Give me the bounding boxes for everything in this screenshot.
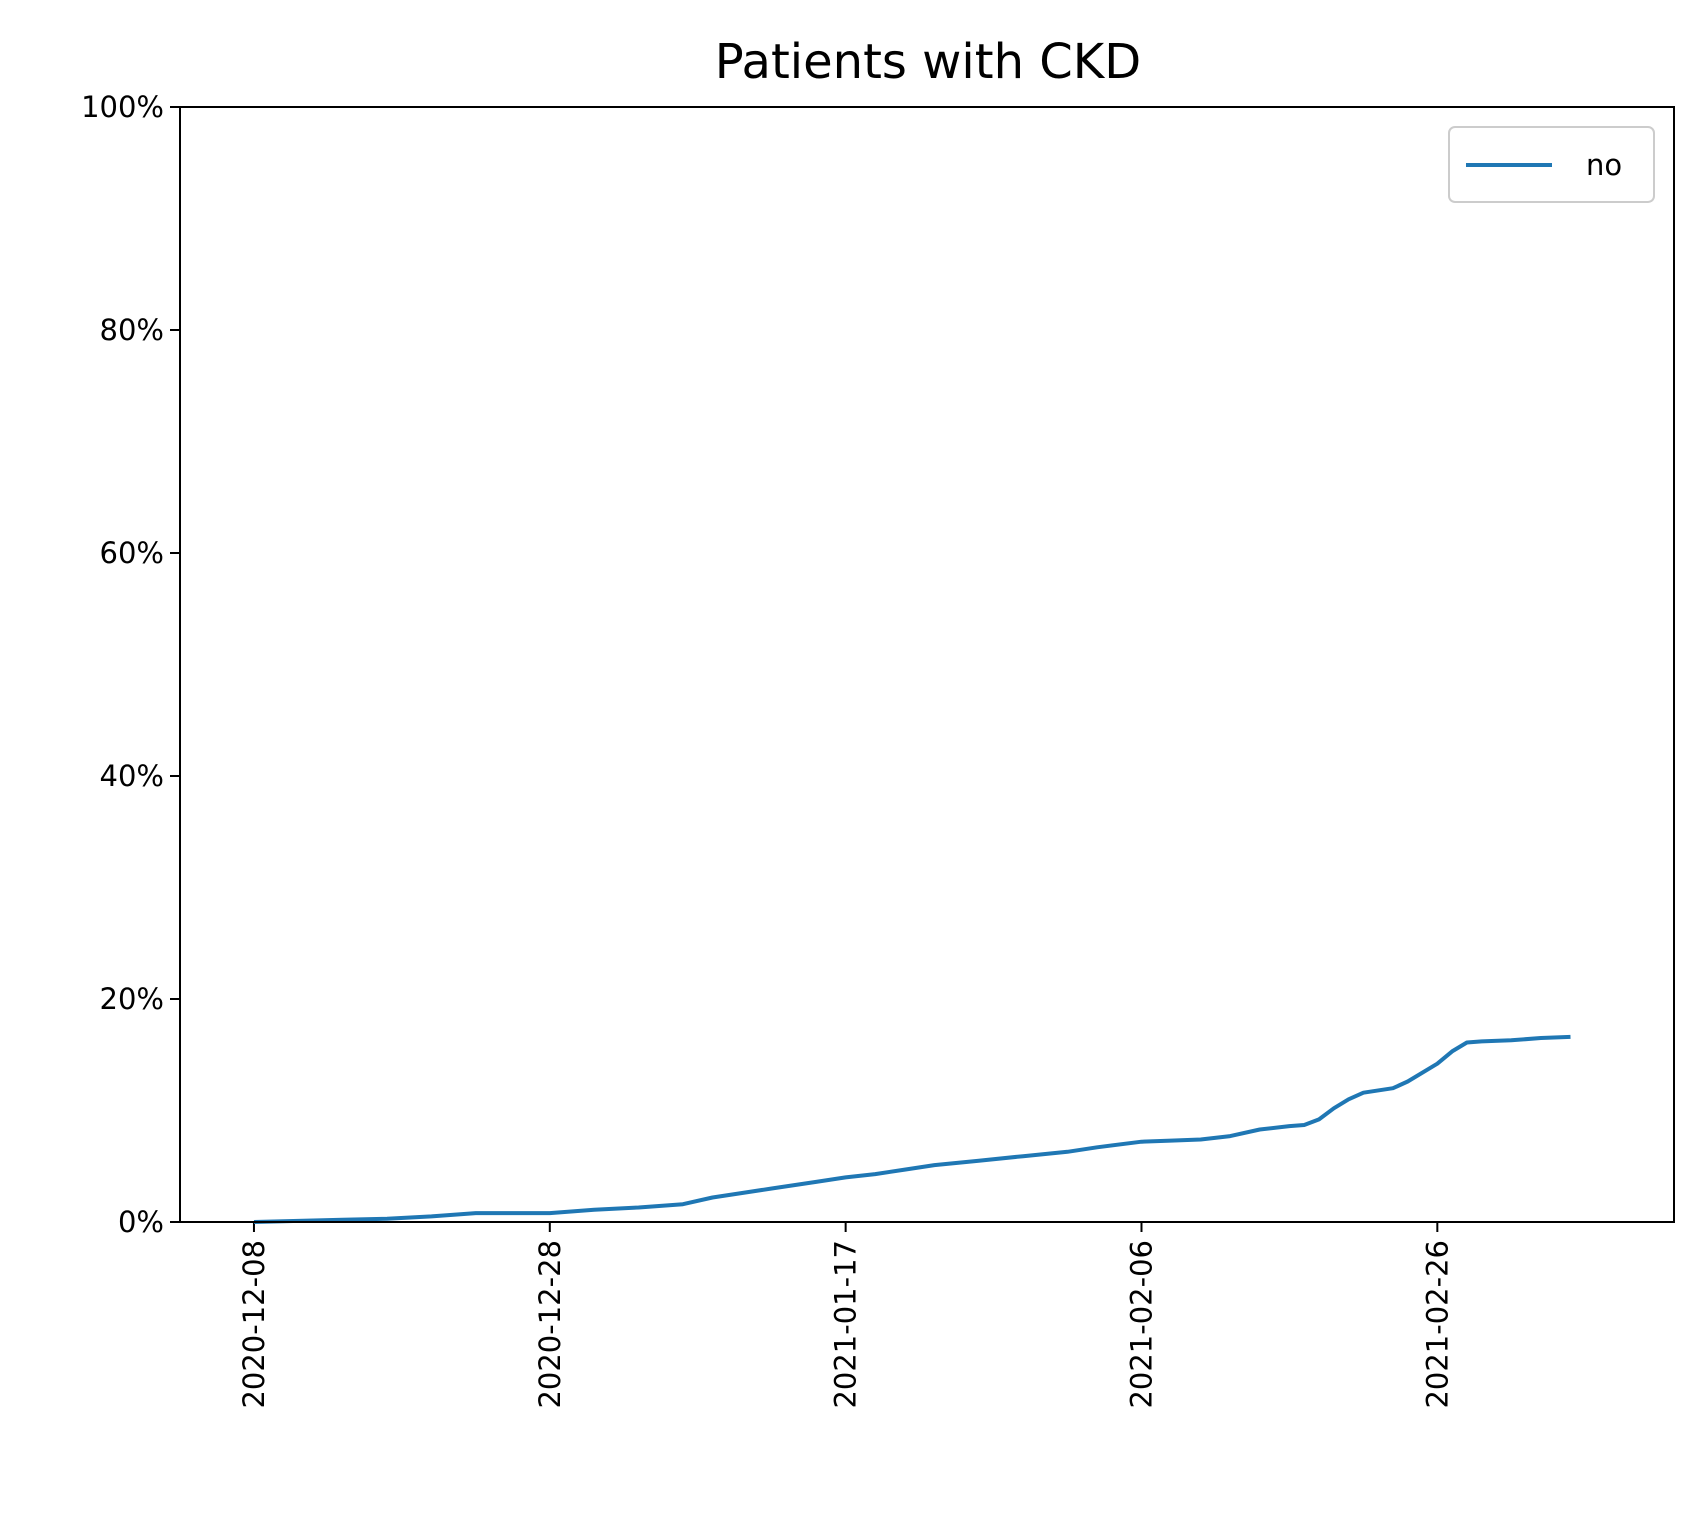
y-tick-label: 80% bbox=[100, 313, 164, 347]
x-tick-label: 2021-02-26 bbox=[1420, 1240, 1454, 1409]
series-layer bbox=[253, 1034, 1571, 1224]
y-tick-label: 0% bbox=[118, 1205, 164, 1239]
y-tick-label: 60% bbox=[100, 536, 164, 570]
y-axis: 0% 20% 40% 60% 80% 100% bbox=[81, 90, 180, 1239]
x-tick-label: 2020-12-28 bbox=[533, 1240, 567, 1409]
y-tick-label: 100% bbox=[81, 90, 164, 124]
series-line-no bbox=[253, 1034, 1571, 1224]
legend: no bbox=[1448, 126, 1655, 203]
x-tick-label: 2021-02-06 bbox=[1124, 1240, 1158, 1409]
x-tick-label: 2021-01-17 bbox=[829, 1240, 863, 1409]
x-axis: 2020-12-08 2020-12-28 2021-01-17 2021-02-06… bbox=[237, 1222, 1454, 1409]
legend-label: no bbox=[1586, 148, 1622, 182]
plot-area-frame bbox=[179, 106, 1675, 1223]
y-tick-label: 40% bbox=[100, 759, 164, 793]
y-tick-label: 20% bbox=[100, 982, 164, 1016]
chart-title: Patients with CKD bbox=[715, 34, 1141, 90]
x-tick-label: 2020-12-08 bbox=[237, 1240, 271, 1409]
